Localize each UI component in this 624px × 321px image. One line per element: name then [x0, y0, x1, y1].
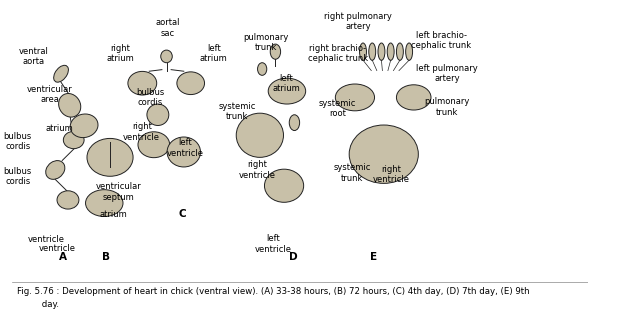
Ellipse shape: [349, 125, 418, 183]
Ellipse shape: [236, 113, 283, 157]
Ellipse shape: [54, 65, 69, 82]
Text: day.: day.: [17, 299, 59, 308]
Ellipse shape: [396, 43, 403, 60]
Ellipse shape: [396, 85, 431, 110]
Ellipse shape: [290, 115, 300, 131]
Ellipse shape: [85, 190, 123, 216]
Text: ventricle: ventricle: [39, 244, 76, 253]
Text: C: C: [178, 209, 186, 219]
Ellipse shape: [138, 132, 170, 158]
Text: bulbus
cordis: bulbus cordis: [136, 88, 165, 107]
Text: left
atrium: left atrium: [200, 44, 228, 63]
Ellipse shape: [335, 84, 374, 111]
Text: E: E: [371, 252, 378, 262]
Ellipse shape: [265, 169, 304, 202]
Text: right brachio-
cephalic trunk: right brachio- cephalic trunk: [308, 44, 368, 63]
Ellipse shape: [177, 72, 205, 95]
Ellipse shape: [57, 191, 79, 209]
Ellipse shape: [128, 71, 157, 95]
Text: systemic
trunk: systemic trunk: [333, 163, 371, 183]
Ellipse shape: [268, 78, 306, 104]
Text: left
ventricle: left ventricle: [167, 138, 203, 158]
Text: right
ventricle: right ventricle: [123, 122, 160, 142]
Text: pulmonary
trunk: pulmonary trunk: [243, 32, 288, 52]
Text: right
atrium: right atrium: [107, 44, 134, 63]
Text: bulbus
cordis: bulbus cordis: [4, 132, 32, 151]
Text: ventricle: ventricle: [28, 235, 65, 244]
Text: right pulmonary
artery: right pulmonary artery: [324, 12, 392, 31]
Text: ventral
aorta: ventral aorta: [19, 47, 49, 66]
Ellipse shape: [378, 43, 385, 60]
Ellipse shape: [64, 131, 84, 149]
Ellipse shape: [87, 138, 133, 176]
Text: atrium: atrium: [46, 125, 73, 134]
Text: D: D: [289, 252, 298, 262]
Ellipse shape: [270, 44, 281, 59]
Text: bulbus
cordis: bulbus cordis: [4, 167, 32, 186]
Text: right
ventricle: right ventricle: [373, 165, 410, 184]
Text: ventricular
septum: ventricular septum: [96, 182, 142, 202]
Text: left pulmonary
artery: left pulmonary artery: [416, 64, 478, 83]
Text: left
atrium: left atrium: [273, 74, 300, 93]
Text: left brachio-
cephalic trunk: left brachio- cephalic trunk: [411, 31, 472, 50]
Ellipse shape: [369, 43, 376, 60]
Text: A: A: [59, 252, 67, 262]
Text: pulmonary
trunk: pulmonary trunk: [424, 97, 470, 117]
Text: right
ventricle: right ventricle: [238, 160, 275, 180]
Ellipse shape: [359, 43, 366, 60]
Ellipse shape: [167, 137, 200, 167]
Ellipse shape: [59, 93, 80, 117]
Text: Fig. 5.76 : Development of heart in chick (ventral view). (A) 33-38 hours, (B) 7: Fig. 5.76 : Development of heart in chic…: [17, 287, 529, 296]
Ellipse shape: [388, 43, 394, 60]
Text: atrium: atrium: [99, 210, 127, 219]
Text: systemic
root: systemic root: [319, 99, 356, 118]
Ellipse shape: [70, 114, 98, 138]
Text: aortal
sac: aortal sac: [155, 18, 180, 38]
Ellipse shape: [46, 160, 65, 179]
Text: systemic
trunk: systemic trunk: [218, 102, 255, 121]
Ellipse shape: [161, 50, 172, 63]
Ellipse shape: [147, 104, 169, 126]
Ellipse shape: [258, 63, 267, 75]
Text: B: B: [102, 252, 110, 262]
Ellipse shape: [406, 43, 412, 60]
Text: left
ventricle: left ventricle: [255, 234, 291, 254]
Text: ventricular
area: ventricular area: [27, 84, 72, 104]
